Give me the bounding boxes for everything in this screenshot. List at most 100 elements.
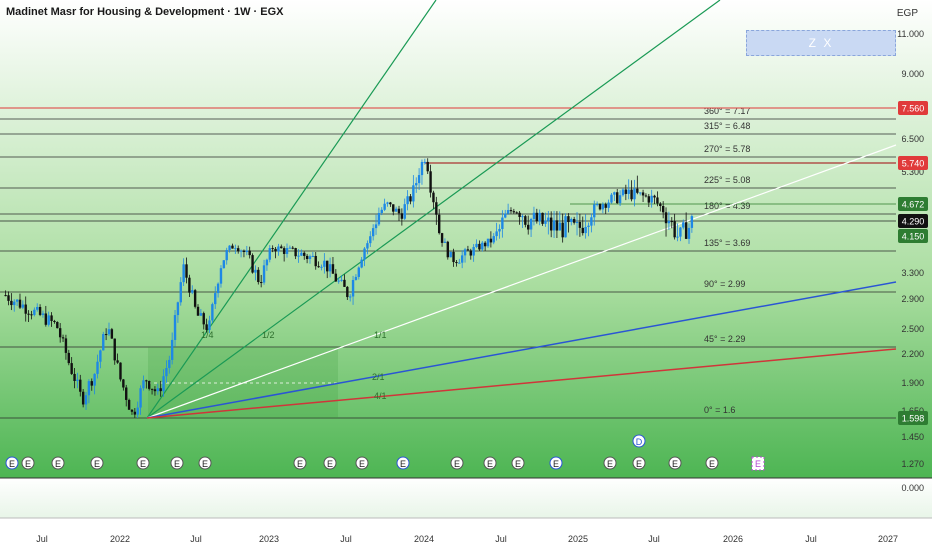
time-axis-label: Jul <box>495 534 507 544</box>
candle-body <box>541 212 544 224</box>
candle-body <box>415 183 418 186</box>
price-scale-label: 1.450 <box>901 432 924 442</box>
candle-body <box>518 212 521 217</box>
candle-body <box>512 211 516 213</box>
candle-body <box>113 338 116 361</box>
candle-body <box>532 212 536 219</box>
price-tag-label: 4.290 <box>902 217 925 227</box>
candle-body <box>429 171 432 193</box>
earnings-marker-icon <box>293 456 307 470</box>
earnings-marker-icon <box>549 456 563 470</box>
earnings-marker-glyph: E <box>672 459 678 469</box>
candle-body <box>417 175 421 184</box>
gann-level-label: 45° = 2.29 <box>704 334 745 344</box>
candle-body <box>581 227 584 234</box>
earnings-marker-glyph: E <box>55 459 61 469</box>
candle-body <box>340 279 343 281</box>
earnings-marker-icon <box>198 456 212 470</box>
earnings-marker-icon <box>450 456 464 470</box>
gann-level-label: 360° = 7.17 <box>704 106 750 116</box>
price-scale-label: 9.000 <box>901 69 924 79</box>
fan-label: 1/4 <box>201 330 214 340</box>
candle-body <box>107 329 111 335</box>
candle-body <box>420 161 424 176</box>
indicator-pane <box>0 478 932 518</box>
candle-body <box>326 260 329 272</box>
candle-body <box>110 329 114 339</box>
candle-body <box>291 247 294 249</box>
candle-body <box>248 250 251 256</box>
candle-body <box>564 216 567 238</box>
candle-body <box>208 320 211 330</box>
candle-body <box>337 280 340 282</box>
candle-body <box>257 269 260 283</box>
candle-body <box>481 242 484 250</box>
candle-body <box>584 226 587 234</box>
candle-body <box>139 388 142 408</box>
candle-body <box>237 248 240 252</box>
candle-body <box>58 328 62 338</box>
candle-body <box>667 221 671 224</box>
earnings-marker-glyph: E <box>174 459 180 469</box>
candle-body <box>572 218 576 223</box>
candle-body <box>67 352 70 364</box>
price-tag-label: 7.560 <box>902 104 925 114</box>
candle-body <box>280 246 283 249</box>
price-scale-label: 11.000 <box>897 29 924 39</box>
candle-body <box>527 224 530 230</box>
candle-body <box>366 243 369 249</box>
candle-body <box>682 222 685 228</box>
price-tag-label: 1.598 <box>902 414 925 424</box>
candle-body <box>501 217 504 229</box>
earnings-marker-glyph: E <box>454 459 460 469</box>
gann-level-label: 270° = 5.78 <box>704 144 750 154</box>
candle-body <box>30 314 33 316</box>
candle-body <box>64 338 68 353</box>
candle-body <box>36 307 39 310</box>
candle-body <box>616 192 619 204</box>
price-scale-label: 5.300 <box>901 167 924 177</box>
candle-body <box>93 373 96 386</box>
candle-body <box>483 242 487 247</box>
candle-body <box>165 368 168 377</box>
candle-body <box>357 267 360 277</box>
candle-body <box>274 248 277 252</box>
candle-body <box>81 391 85 405</box>
candle-body <box>351 279 355 297</box>
candle-body <box>99 350 102 362</box>
candle-body <box>460 255 464 263</box>
candle-body <box>670 221 673 223</box>
currency-label: EGP <box>896 8 918 19</box>
candle-body <box>558 222 561 231</box>
candle-body <box>346 286 349 298</box>
candle-body <box>193 290 197 307</box>
candle-body <box>44 313 48 325</box>
candle-body <box>432 192 435 203</box>
candle-body <box>300 252 303 256</box>
candle-body <box>650 195 653 203</box>
candle-body <box>437 214 441 234</box>
earnings-marker-glyph: E <box>202 459 208 469</box>
earnings-marker-icon <box>323 456 337 470</box>
time-axis-label: Jul <box>36 534 48 544</box>
candle-body <box>492 236 495 243</box>
time-axis-label: 2022 <box>110 534 130 544</box>
candle-body <box>13 301 16 306</box>
candle-body <box>303 252 306 256</box>
candle-body <box>435 202 438 215</box>
candle-body <box>33 309 36 315</box>
candle-body <box>231 245 234 249</box>
earnings-marker-glyph: E <box>400 459 406 469</box>
candle-body <box>386 202 389 204</box>
candle-body <box>423 161 427 163</box>
price-scale-label: 2.200 <box>901 349 924 359</box>
candle-body <box>282 248 286 254</box>
time-axis-label: 2027 <box>878 534 898 544</box>
candle-body <box>294 248 297 257</box>
candle-body <box>87 381 91 396</box>
fan-label: 4/1 <box>374 391 387 401</box>
candle-body <box>475 243 478 247</box>
earnings-marker-icon <box>5 456 19 470</box>
